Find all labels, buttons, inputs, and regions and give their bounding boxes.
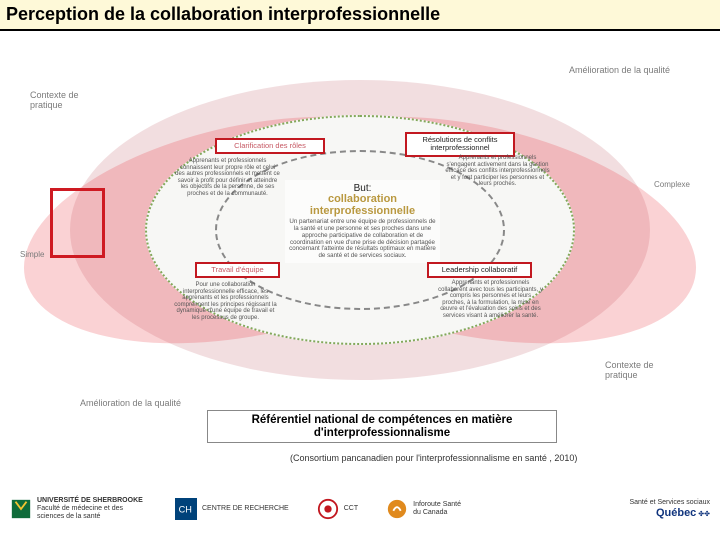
- usherbrooke-icon: [10, 498, 32, 520]
- usherb-faculty: Faculté de médecine et des sciences de l…: [37, 505, 123, 520]
- page-title: Perception de la collaboration interprof…: [0, 0, 720, 31]
- fleurdelis-icon: ✤✤: [698, 511, 710, 518]
- corner-bottom-right: Contexte de pratique: [605, 360, 675, 380]
- tag-leadership: Leadership collaboratif: [427, 262, 532, 278]
- inforoute-label: Inforoute Santé du Canada: [413, 501, 463, 516]
- cdr-label: CENTRE DE RECHERCHE: [202, 505, 289, 513]
- para-bottom-right: Apprenants et professionnels collaborent…: [438, 280, 543, 320]
- para-top-left: Apprenants et professionnels connaissent…: [175, 158, 280, 198]
- corner-bottom-left: Amélioration de la qualité: [80, 398, 181, 408]
- highlight-box-left: [50, 188, 105, 258]
- caption-main: Référentiel national de compétences en m…: [214, 414, 550, 440]
- caption-source: (Consortium pancanadien pour l'interprof…: [290, 453, 577, 463]
- center-collab-desc: Un partenariat entre une équipe de profe…: [288, 219, 437, 260]
- logo-quebec: Santé et Services sociaux Québec ✤✤: [629, 499, 710, 519]
- logo-chus: CH CENTRE DE RECHERCHE: [175, 498, 289, 520]
- corner-top-left: Contexte de pratique: [30, 90, 100, 110]
- para-top-right: Apprenants et professionnels s'engagent …: [445, 155, 550, 188]
- center-goal: But: collaboration interprofessionnelle …: [285, 180, 440, 263]
- usherb-name: UNIVERSITÉ DE SHERBROOKE: [37, 497, 143, 504]
- label-simple: Simple: [20, 250, 44, 259]
- quebec-label: Québec: [656, 507, 696, 519]
- inforoute-icon: [386, 498, 408, 520]
- svg-text:CH: CH: [179, 505, 192, 515]
- chus-icon: CH: [175, 498, 197, 520]
- framework-diagram: Contexte de pratique Amélioration de la …: [60, 60, 660, 400]
- para-bottom-left: Pour une collaboration interprofessionne…: [173, 282, 278, 322]
- tag-resolution: Résolutions de conflits interprofessionn…: [405, 132, 515, 157]
- logo-usherbrooke: UNIVERSITÉ DE SHERBROOKE Faculté de méde…: [10, 497, 147, 520]
- center-collab-title: collaboration interprofessionnelle: [288, 194, 437, 217]
- footer-logos: UNIVERSITÉ DE SHERBROOKE Faculté de méde…: [0, 478, 720, 540]
- logo-inforoute: Inforoute Santé du Canada: [386, 498, 463, 520]
- corner-top-right: Amélioration de la qualité: [569, 65, 670, 75]
- tag-clarification: Clarification des rôles: [215, 138, 325, 154]
- tag-travail: Travail d'équipe: [195, 262, 280, 278]
- cct-icon: [317, 498, 339, 520]
- logo-cct: CCT: [317, 498, 358, 520]
- cct-label: CCT: [344, 505, 358, 513]
- caption-box: Référentiel national de compétences en m…: [207, 410, 557, 443]
- sante-label: Santé et Services sociaux: [629, 499, 710, 506]
- label-complex: Complexe: [654, 180, 690, 189]
